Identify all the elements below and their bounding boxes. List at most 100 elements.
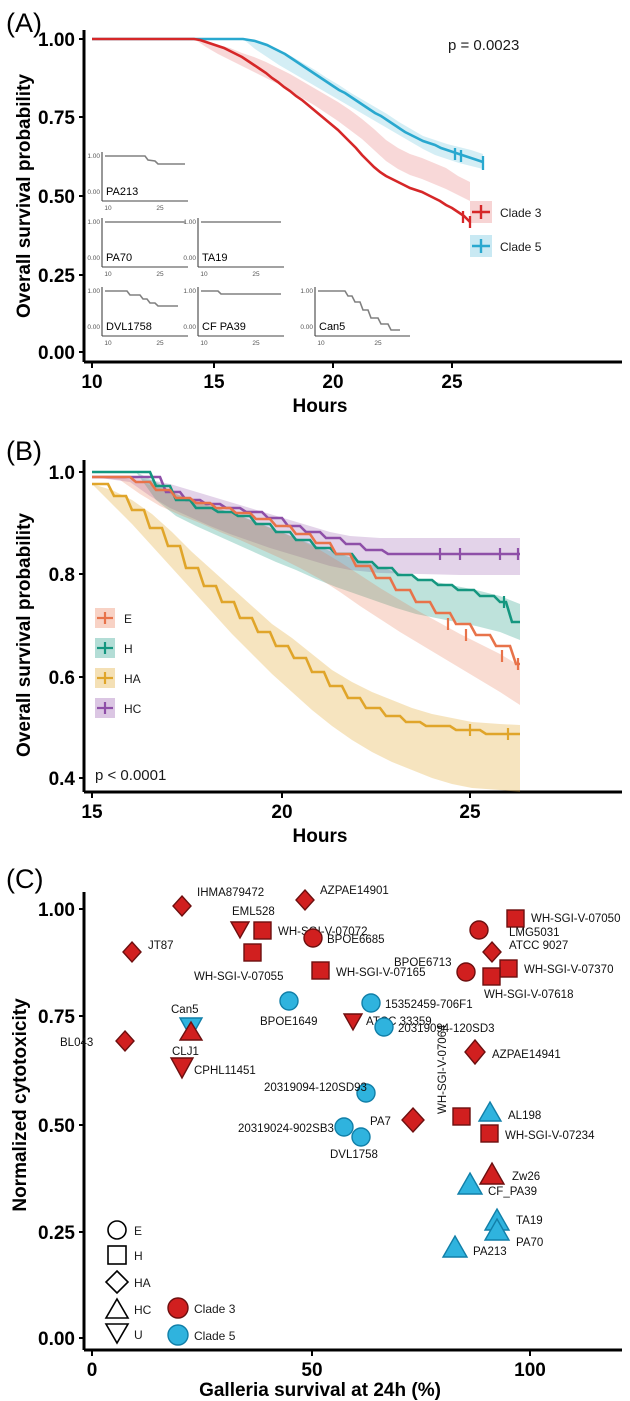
point-label-wh-sgi-v-07618: WH-SGI-V-07618	[484, 989, 573, 1001]
panel-a-xtick-3: 25	[441, 372, 463, 393]
circle-icon	[303, 928, 323, 948]
panel-b-xtick-0: 15	[81, 802, 103, 823]
point-azpae14941[interactable]: AZPAE14941	[464, 1038, 561, 1066]
point-eml528[interactable]: EML528	[229, 906, 275, 940]
panel-c-shape-legend-label-2: HA	[134, 1276, 151, 1290]
clade3-censor-marks	[461, 211, 472, 228]
panel-c-ytick-3: 0.75	[38, 1007, 75, 1028]
point-label-atcc-9027: ATCC 9027	[509, 940, 568, 952]
legend-square-icon	[107, 1245, 127, 1265]
panel-c-y-axis-label: Normalized cytotoxicity	[10, 998, 31, 1212]
inset-dvl1758-name: DVL1758	[106, 321, 152, 333]
point-label-wh-sgi-v-07050: WH-SGI-V-07050	[531, 913, 620, 925]
inset-ta19-name: TA19	[202, 252, 227, 264]
point-zw26[interactable]: Zw26	[478, 1161, 540, 1185]
panel-c-ytick-4: 1.00	[38, 900, 75, 921]
point-wh-sgi-v-07064[interactable]: WH-SGI-V-07064	[437, 1024, 471, 1126]
inset-pa70-ytick-0: 0.00	[87, 255, 100, 262]
point-bpoe6713[interactable]: BPOE6713	[394, 957, 476, 982]
point-pa7[interactable]: PA7	[370, 1106, 425, 1134]
diamond-icon	[401, 1106, 425, 1134]
panel-c-color-legend-label-0: Clade 3	[194, 1302, 236, 1316]
panel-c-chart: (C) Normalized cytotoxicity 0.00 0.25 0.…	[6, 864, 622, 1401]
point-bpoe1649[interactable]: BPOE1649	[260, 991, 318, 1028]
point-cf-pa39[interactable]: CF_PA39	[456, 1171, 537, 1198]
panel-b-xtick-1: 20	[271, 802, 292, 823]
point-wh-sgi-v-07370[interactable]: WH-SGI-V-07370	[499, 959, 613, 978]
point-wh-sgi-v-07165[interactable]: WH-SGI-V-07165	[311, 961, 425, 980]
triangle-down-icon	[229, 921, 251, 940]
triangle-down-icon	[169, 1057, 195, 1080]
panel-b-legend-label-2: HA	[124, 672, 141, 686]
point-bpoe6685[interactable]: BPOE6685	[303, 928, 385, 948]
panel-b: (B) Overall survival probability 0.4 0.6…	[0, 420, 630, 850]
inset-ta19: 1.00 0.00 10 25 TA19	[183, 218, 284, 278]
point-label-bl043: BL043	[60, 1037, 93, 1049]
inset-ta19-ytick-0: 0.00	[183, 255, 196, 262]
panel-c-shape-legend-label-3: HC	[134, 1303, 152, 1317]
legend-clade3-icon	[167, 1297, 189, 1319]
point-wh-sgi-v-07234[interactable]: WH-SGI-V-07234	[480, 1124, 595, 1143]
point-20319094-120sd93[interactable]: 20319094-120SD93	[264, 1082, 376, 1103]
inset-pa213-ytick-1: 1.00	[87, 153, 100, 160]
point-azpae14901[interactable]: AZPAE14901	[295, 885, 389, 912]
panel-a-chart: (A) Overall survival probability 0.00 0.…	[6, 8, 622, 417]
point-cphl11451[interactable]: CPHL11451	[169, 1057, 256, 1080]
inset-cfpa39-ytick-1: 1.00	[183, 288, 196, 295]
point-wh-sgi-v-07050[interactable]: WH-SGI-V-07050	[506, 909, 620, 928]
panel-a-x-tickmarks	[91, 362, 453, 368]
square-icon	[499, 959, 518, 978]
panel-c-ytick-0: 0.00	[38, 1329, 75, 1350]
panel-a-legend-label-1: Clade 5	[500, 240, 542, 254]
panel-a-pvalue: p = 0.0023	[448, 37, 519, 54]
panel-b-xtick-2: 25	[459, 802, 481, 823]
point-wh-sgi-v-07055[interactable]: WH-SGI-V-07055	[194, 943, 283, 983]
inset-can5-xtick-0: 10	[317, 340, 325, 347]
panel-a-xtick-2: 20	[322, 372, 343, 393]
square-icon	[482, 967, 501, 986]
e-censor-marks	[446, 618, 520, 670]
circle-icon	[469, 920, 489, 940]
point-jt87[interactable]: JT87	[122, 940, 174, 964]
inset-ta19-xtick-1: 25	[252, 271, 260, 278]
panel-c-color-legend: Clade 3 Clade 5	[167, 1297, 236, 1346]
point-wh-sgi-v-07618[interactable]: WH-SGI-V-07618	[482, 967, 573, 1001]
legend-triangle-up-icon	[104, 1297, 130, 1319]
point-dvl1758[interactable]: DVL1758	[330, 1127, 378, 1161]
point-al198[interactable]: AL198	[477, 1100, 541, 1122]
diamond-icon	[464, 1038, 486, 1066]
point-label-ta19: TA19	[516, 1215, 543, 1227]
diamond-icon	[482, 940, 502, 964]
point-label-cphl11451: CPHL11451	[194, 1065, 256, 1077]
panel-c-xtick-2: 100	[514, 1360, 546, 1381]
hc-censor-marks	[438, 548, 520, 560]
point-bl043[interactable]: BL043	[60, 1029, 135, 1053]
panel-b-legend-label-1: H	[124, 642, 133, 656]
inset-dvl1758-ytick-1: 1.00	[87, 288, 100, 295]
point-label-wh-sgi-v-07234: WH-SGI-V-07234	[505, 1130, 595, 1142]
point-pa213[interactable]: PA213	[441, 1234, 507, 1258]
point-20319024-902sb3[interactable]: 20319024-902SB3	[238, 1117, 354, 1137]
point-pa70[interactable]: PA70	[483, 1217, 543, 1249]
point-15352459-706f1[interactable]: 15352459-706F1	[361, 993, 473, 1013]
point-ihma879472[interactable]: IHMA879472	[172, 887, 264, 918]
point-lmg5031[interactable]: LMG5031	[469, 920, 560, 940]
point-atcc-9027[interactable]: ATCC 9027	[482, 940, 568, 964]
triangle-up-icon	[478, 1161, 506, 1185]
ha-censor-marks	[468, 724, 510, 740]
point-20319094-120sd3[interactable]: 20319094-120SD3	[374, 1017, 495, 1037]
panel-b-letter: (B)	[6, 436, 42, 466]
panel-b-curves	[92, 470, 520, 792]
triangle-up-icon	[456, 1171, 484, 1195]
panel-c-color-legend-label-1: Clade 5	[194, 1329, 236, 1343]
point-wh-sgi-v-07072[interactable]: WH-SGI-V-07072	[253, 921, 367, 940]
panel-c: (C) Normalized cytotoxicity 0.00 0.25 0.…	[0, 850, 630, 1401]
point-clj1[interactable]: CLJ1	[172, 1020, 204, 1058]
panel-c-ytick-1: 0.25	[38, 1223, 75, 1244]
panel-c-letter: (C)	[6, 864, 43, 894]
point-label-clj1: CLJ1	[172, 1046, 199, 1058]
panel-a-xtick-0: 10	[81, 372, 102, 393]
triangle-up-icon	[483, 1217, 511, 1241]
panel-b-legend-label-0: E	[124, 612, 132, 626]
panel-b-legend-label-3: HC	[124, 702, 142, 716]
